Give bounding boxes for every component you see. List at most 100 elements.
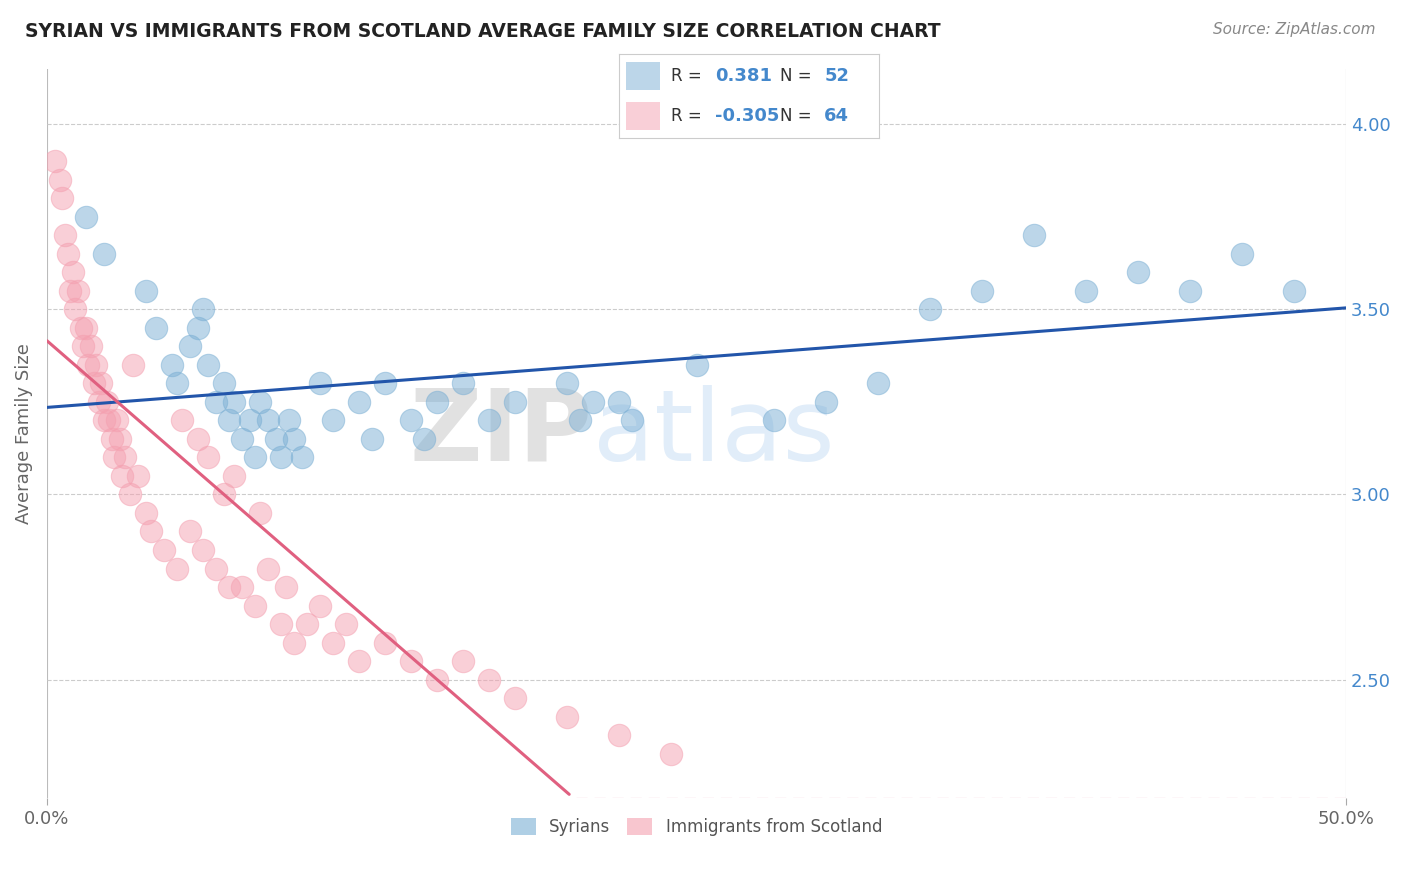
Point <box>51 191 73 205</box>
Legend: Syrians, Immigrants from Scotland: Syrians, Immigrants from Scotland <box>502 810 890 845</box>
Point <box>374 635 396 649</box>
Point <box>478 673 501 687</box>
Point <box>145 320 167 334</box>
Point <box>222 469 245 483</box>
Point <box>283 635 305 649</box>
Point <box>659 747 682 761</box>
Point <box>139 524 162 539</box>
Text: SYRIAN VS IMMIGRANTS FROM SCOTLAND AVERAGE FAMILY SIZE CORRELATION CHART: SYRIAN VS IMMIGRANTS FROM SCOTLAND AVERA… <box>25 22 941 41</box>
Point <box>65 302 87 317</box>
Point <box>121 358 143 372</box>
Point <box>270 617 292 632</box>
Text: Source: ZipAtlas.com: Source: ZipAtlas.com <box>1212 22 1375 37</box>
Point <box>308 376 330 391</box>
Point <box>114 450 136 465</box>
Point <box>249 395 271 409</box>
Point <box>1230 246 1253 260</box>
Point <box>191 543 214 558</box>
Point <box>166 561 188 575</box>
Point <box>256 561 278 575</box>
Point <box>322 413 344 427</box>
Point <box>620 413 643 427</box>
Point <box>249 506 271 520</box>
Point <box>335 617 357 632</box>
Point <box>277 413 299 427</box>
Text: N =: N = <box>780 67 811 85</box>
Text: 0.381: 0.381 <box>714 67 772 85</box>
Point <box>187 432 209 446</box>
Point <box>170 413 193 427</box>
Point <box>399 654 422 668</box>
Point <box>451 654 474 668</box>
Point <box>218 413 240 427</box>
Point <box>218 580 240 594</box>
Point <box>1128 265 1150 279</box>
Point <box>93 413 115 427</box>
Point <box>607 728 630 742</box>
Point <box>308 599 330 613</box>
Point <box>75 210 97 224</box>
Point <box>127 469 149 483</box>
Point <box>160 358 183 372</box>
Point <box>80 339 103 353</box>
Point <box>322 635 344 649</box>
Point <box>243 599 266 613</box>
Point <box>503 395 526 409</box>
Point <box>231 580 253 594</box>
Point <box>212 376 235 391</box>
Point <box>166 376 188 391</box>
Point <box>243 450 266 465</box>
Point <box>503 691 526 706</box>
Text: R =: R = <box>671 107 702 125</box>
Point <box>264 432 287 446</box>
Point <box>555 709 578 723</box>
Point <box>1024 228 1046 243</box>
Point <box>360 432 382 446</box>
Bar <box>627 102 661 130</box>
Point <box>135 284 157 298</box>
Point <box>920 302 942 317</box>
Point <box>1180 284 1202 298</box>
Point <box>451 376 474 391</box>
Point <box>191 302 214 317</box>
Point <box>187 320 209 334</box>
Point <box>412 432 434 446</box>
Text: 64: 64 <box>824 107 849 125</box>
Text: atlas: atlas <box>592 384 834 482</box>
Point <box>197 450 219 465</box>
Bar <box>627 62 661 90</box>
Point <box>274 580 297 594</box>
Point <box>374 376 396 391</box>
Point <box>295 617 318 632</box>
Point <box>111 469 134 483</box>
Text: 52: 52 <box>824 67 849 85</box>
Text: R =: R = <box>671 67 702 85</box>
Point <box>135 506 157 520</box>
Point <box>83 376 105 391</box>
Text: N =: N = <box>780 107 811 125</box>
Point <box>1076 284 1098 298</box>
Point <box>763 413 786 427</box>
Point <box>607 395 630 409</box>
Point <box>568 413 591 427</box>
Point <box>347 395 370 409</box>
Point <box>399 413 422 427</box>
Point <box>75 320 97 334</box>
Point <box>67 284 90 298</box>
Point <box>69 320 91 334</box>
Point <box>44 154 66 169</box>
Point <box>108 432 131 446</box>
Point <box>347 654 370 668</box>
Point <box>93 246 115 260</box>
Point <box>49 172 72 186</box>
Point <box>256 413 278 427</box>
Point <box>96 395 118 409</box>
Point <box>105 413 128 427</box>
Text: ZIP: ZIP <box>409 384 592 482</box>
Point <box>77 358 100 372</box>
Point <box>101 432 124 446</box>
Point <box>426 395 449 409</box>
Point <box>555 376 578 391</box>
Point <box>98 413 121 427</box>
Point <box>90 376 112 391</box>
